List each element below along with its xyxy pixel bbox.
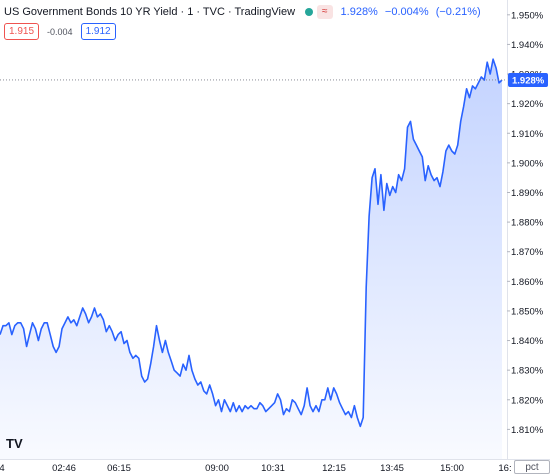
tradingview-logo: TV: [6, 436, 23, 451]
y-tick-label: 1.900%: [511, 158, 544, 169]
y-tick-label: 1.870%: [511, 247, 544, 258]
x-tick-label: 12:15: [322, 463, 346, 474]
x-tick-label: 10:31: [261, 463, 285, 474]
x-tick-label: 06:15: [107, 463, 131, 474]
x-tick-label: 09:00: [205, 463, 229, 474]
y-tick-label: 1.860%: [511, 277, 544, 288]
y-tick-label: 1.950%: [511, 10, 544, 21]
y-tick-label: 1.840%: [511, 336, 544, 347]
market-status-icon: [305, 8, 313, 16]
buy-button[interactable]: 1.912: [81, 23, 116, 40]
y-tick-label: 1.940%: [511, 40, 544, 51]
y-tick-label: 1.830%: [511, 366, 544, 377]
x-tick-label: 02:46: [52, 463, 76, 474]
y-tick-label: 1.910%: [511, 129, 544, 140]
data-status-badge: ≈: [317, 5, 333, 19]
y-tick-label: 1.810%: [511, 425, 544, 436]
y-tick-label: 1.890%: [511, 188, 544, 199]
x-tick-label: 15:00: [440, 463, 464, 474]
x-tick-label: 13:45: [380, 463, 404, 474]
y-tick-label: 1.920%: [511, 99, 544, 110]
y-tick-label: 1.850%: [511, 306, 544, 317]
y-tick-label: 1.880%: [511, 218, 544, 229]
x-tick-label: 16:: [498, 463, 511, 474]
spread-value: -0.004: [47, 27, 73, 37]
symbol-title[interactable]: US Government Bonds 10 YR Yield · 1 · TV…: [4, 6, 295, 18]
quote-values: 1.928% −0.004% (−0.21%): [341, 6, 485, 18]
percent-scale-toggle[interactable]: pct: [514, 460, 550, 474]
y-tick-label: 1.820%: [511, 395, 544, 406]
last-price: 1.928%: [341, 6, 378, 18]
x-tick-label: 4: [0, 463, 5, 474]
yield-area-fill: [0, 59, 502, 459]
trade-buttons: 1.915 -0.004 1.912: [4, 23, 116, 40]
chart-header: US Government Bonds 10 YR Yield · 1 · TV…: [4, 4, 485, 20]
sell-button[interactable]: 1.915: [4, 23, 39, 40]
last-price-tag-label: 1.928%: [512, 75, 545, 86]
price-change-pct: (−0.21%): [436, 6, 481, 18]
price-change: −0.004%: [385, 6, 429, 18]
